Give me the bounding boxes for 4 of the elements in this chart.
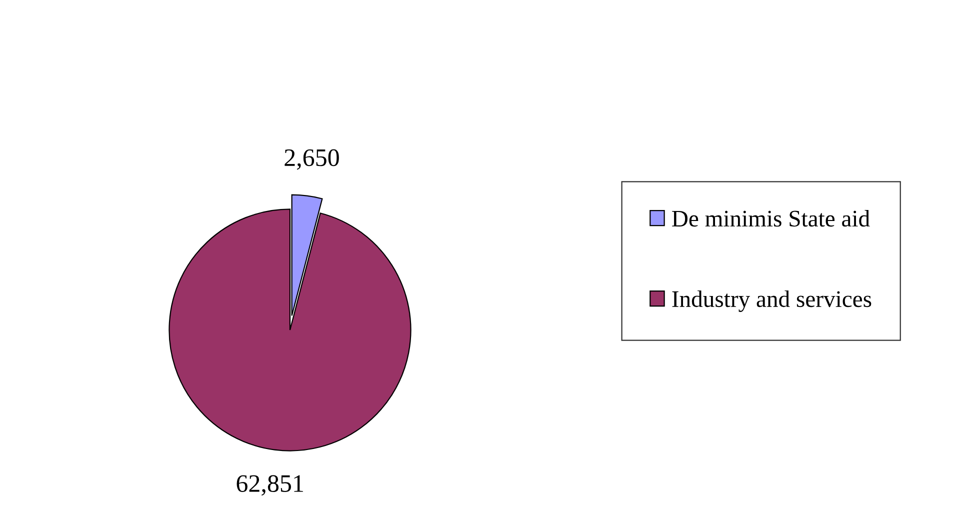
- data-label: 62,851: [236, 475, 303, 496]
- data-label: 2,650: [284, 149, 339, 170]
- legend-label: De minimis State aid: [672, 210, 870, 227]
- legend-label: Industry and services: [672, 290, 872, 312]
